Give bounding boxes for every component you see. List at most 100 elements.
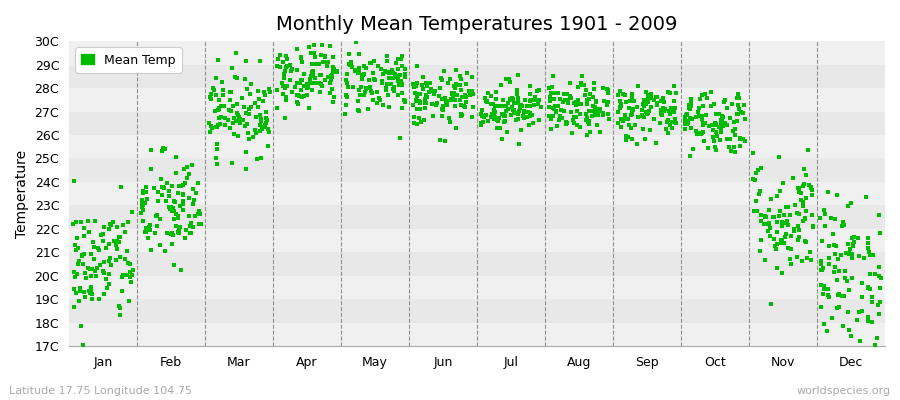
Point [67,269,81,275]
Point [364,60,378,66]
Point [311,80,326,86]
Point [398,98,412,105]
Point [705,122,719,128]
Point [736,102,751,108]
Point [570,108,584,114]
Point [395,105,410,111]
Point [864,319,878,326]
Point [421,89,436,95]
Point [414,118,428,125]
Point [557,97,572,103]
Point [204,90,219,97]
Point [798,238,813,244]
Point [158,248,173,254]
Point [511,141,526,147]
Point [105,218,120,225]
Point [828,215,842,222]
Point [586,102,600,109]
Bar [69,158,885,182]
Point [865,298,879,305]
Point [418,104,432,111]
Point [549,109,563,115]
Point [140,229,154,235]
Point [270,86,284,93]
Point [453,82,467,88]
Point [788,202,802,208]
Point [218,115,232,122]
Point [530,101,544,107]
Point [490,116,504,123]
Point [554,107,568,114]
Point [695,113,709,120]
Point [502,78,517,85]
Point [797,181,812,188]
Point [292,93,306,99]
Point [379,84,393,91]
Point [398,98,412,104]
Point [240,130,255,136]
Point [762,207,777,213]
Point [290,66,304,73]
Point [731,102,745,108]
Point [359,86,374,92]
Point [463,92,477,98]
Point [831,292,845,299]
Point [104,222,119,229]
Point [821,286,835,292]
Point [710,132,724,139]
Point [706,127,721,133]
Point [487,112,501,118]
Point [232,114,247,120]
Point [712,124,726,130]
Point [372,95,386,102]
Point [515,103,529,110]
Point [826,231,841,238]
Point [662,90,677,96]
Point [338,76,353,83]
Point [602,115,616,122]
Point [516,113,530,119]
Point [588,112,602,118]
Point [543,98,557,104]
Point [225,102,239,109]
Point [781,204,796,210]
Point [834,292,849,299]
Point [141,235,156,242]
Point [655,105,670,111]
Point [366,70,381,77]
Point [474,112,489,119]
Point [113,312,128,318]
Point [696,122,710,128]
Point [115,287,130,294]
Point [770,218,785,225]
Point [108,240,122,247]
Point [846,241,860,247]
Point [794,197,808,203]
Point [679,113,693,120]
Point [778,204,793,210]
Point [506,96,520,102]
Point [375,102,390,108]
Point [68,274,82,280]
Point [210,161,224,168]
Point [72,258,86,264]
Point [183,230,197,237]
Point [242,136,256,142]
Point [91,244,105,251]
Point [523,110,537,116]
Point [600,102,615,108]
Point [460,70,474,76]
Point [176,190,190,197]
Point [320,74,335,80]
Point [361,106,375,112]
Point [547,106,562,112]
Point [626,98,641,104]
Point [626,106,640,112]
Point [230,101,244,107]
Point [639,109,653,115]
Point [720,104,734,111]
Point [395,63,410,70]
Point [506,107,520,113]
Point [580,97,595,103]
Point [800,254,814,261]
